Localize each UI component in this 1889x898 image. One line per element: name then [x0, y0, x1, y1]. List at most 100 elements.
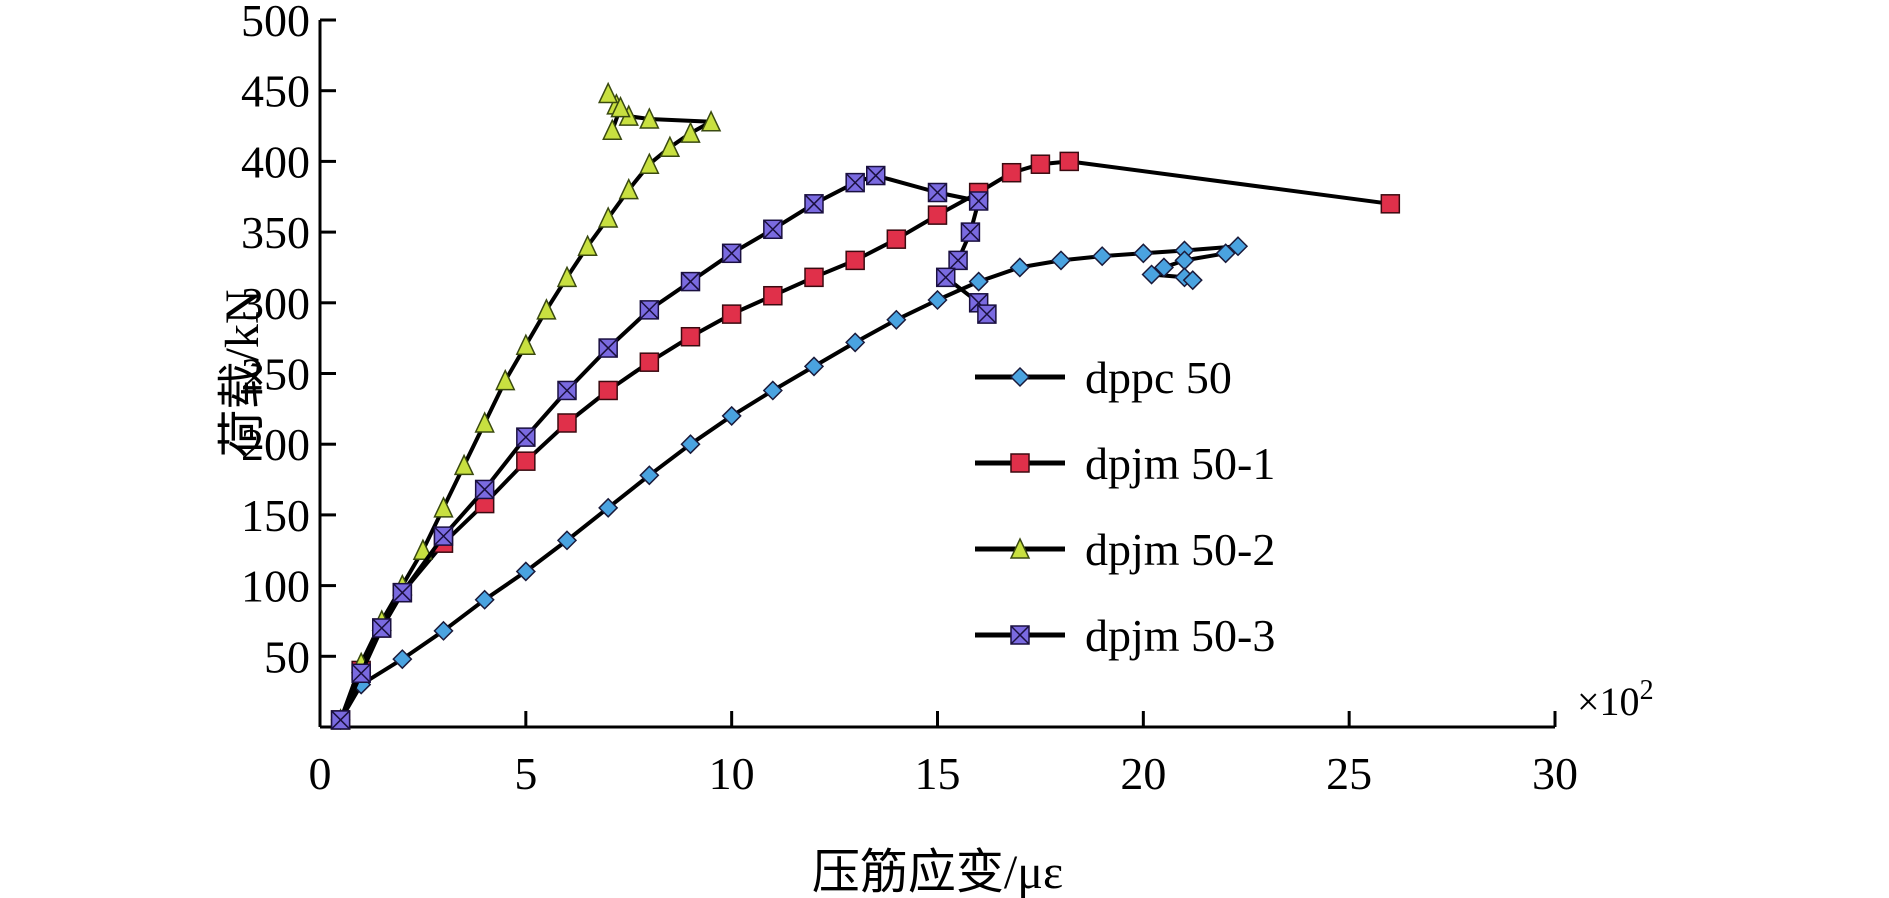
- data-point: [886, 309, 907, 330]
- data-point: [516, 451, 536, 471]
- tick-marks: [318, 18, 1557, 727]
- marker-cross-b: [598, 338, 618, 358]
- y-tick-label: 400: [241, 136, 310, 187]
- data-point: [804, 267, 824, 288]
- marker-cross-b: [557, 380, 577, 400]
- data-point: [412, 538, 434, 560]
- data-point: [610, 95, 631, 118]
- marker-cross-b: [936, 267, 956, 287]
- data-point: [639, 152, 660, 174]
- data-point: [577, 234, 598, 256]
- data-point: [392, 649, 413, 670]
- series-4: [330, 165, 997, 730]
- marker-cross-b: [804, 194, 824, 214]
- legend-marker: [1009, 537, 1031, 559]
- data-point: [721, 304, 742, 324]
- data-point: [556, 265, 578, 288]
- marker-cross-b: [977, 304, 997, 324]
- data-point: [1182, 270, 1203, 291]
- data-point: [977, 304, 997, 324]
- marker-cross-b: [351, 663, 371, 683]
- data-point: [597, 81, 619, 104]
- series-line: [338, 173, 989, 721]
- series-1: [330, 236, 1249, 730]
- marker-cross-b: [763, 219, 783, 239]
- legend-item: dpjm 50-1: [975, 438, 1275, 489]
- data-point: [372, 618, 392, 638]
- data-point: [1050, 250, 1072, 271]
- data-point: [602, 118, 623, 141]
- data-point: [1215, 243, 1236, 264]
- marker-cross-b: [969, 293, 989, 313]
- marker-cross-b: [639, 300, 659, 320]
- x-tick-label: 0: [309, 748, 332, 799]
- y-tick-label: 350: [241, 207, 310, 258]
- data-point: [680, 271, 701, 292]
- data-point: [935, 267, 956, 288]
- data-point: [845, 250, 865, 271]
- x-tick-label: 15: [915, 748, 961, 799]
- data-point: [597, 206, 619, 228]
- marker-cross-b: [927, 182, 948, 203]
- data-point: [1133, 243, 1154, 264]
- series-layer: [330, 81, 1401, 730]
- marker-cross-b: [392, 583, 412, 603]
- x-tick-label: 10: [709, 748, 755, 799]
- legend-marker: [1010, 625, 1030, 645]
- legend-label: dpjm 50-2: [1085, 524, 1275, 575]
- data-point: [927, 182, 948, 203]
- legend-marker: [1010, 453, 1030, 473]
- y-tick-label: 200: [241, 419, 310, 470]
- data-point: [639, 465, 660, 486]
- data-point: [763, 285, 783, 306]
- marker-cross-b: [433, 526, 454, 546]
- tick-labels: 0 5 10 15 20 25 30 50 100 150 200 250 300 350 400 450 50…: [241, 0, 1578, 799]
- data-point: [536, 298, 557, 320]
- marker-cross-b: [969, 191, 989, 211]
- y-tick-label: 50: [264, 631, 310, 682]
- data-point: [1380, 194, 1401, 214]
- data-point: [556, 530, 578, 551]
- legend-marker: [1009, 366, 1031, 388]
- marker-cross-b: [948, 250, 968, 270]
- marker-cross-b: [475, 479, 495, 499]
- data-point: [680, 434, 701, 455]
- x-axis-title: 压筋应变/με: [812, 846, 1063, 898]
- data-point: [886, 229, 907, 249]
- data-point: [763, 219, 783, 240]
- marker-cross-b: [1010, 625, 1030, 645]
- data-point: [960, 222, 981, 242]
- x-tick-label: 20: [1120, 748, 1166, 799]
- data-point: [598, 338, 618, 358]
- y-tick-label: 150: [241, 490, 310, 541]
- data-point: [948, 250, 968, 271]
- x-tick-label: 25: [1326, 748, 1372, 799]
- data-point: [762, 380, 783, 401]
- marker-cross-b: [372, 618, 392, 638]
- data-point: [1227, 236, 1249, 257]
- data-point: [392, 582, 413, 603]
- x-tick-label: 5: [514, 748, 537, 799]
- marker-cross-b: [680, 272, 701, 292]
- y-tick-label: 450: [241, 66, 310, 117]
- data-point: [639, 352, 660, 372]
- data-point: [680, 121, 701, 143]
- data-point: [515, 561, 536, 582]
- marker-cross-b: [722, 243, 742, 263]
- data-point: [495, 368, 516, 391]
- y-axis-title: 荷载/kN: [216, 289, 269, 457]
- data-point: [866, 165, 886, 186]
- data-point: [1001, 162, 1022, 183]
- data-point: [659, 135, 681, 158]
- data-point: [557, 380, 577, 401]
- data-point: [515, 333, 537, 355]
- series-line: [338, 159, 1391, 721]
- data-point: [639, 107, 660, 129]
- legend-label: dpjm 50-3: [1085, 610, 1275, 661]
- marker-cross-b: [866, 166, 886, 186]
- data-point: [516, 427, 536, 447]
- legend-label: dpjm 50-1: [1085, 438, 1275, 489]
- data-point: [639, 300, 660, 320]
- data-point: [721, 405, 742, 426]
